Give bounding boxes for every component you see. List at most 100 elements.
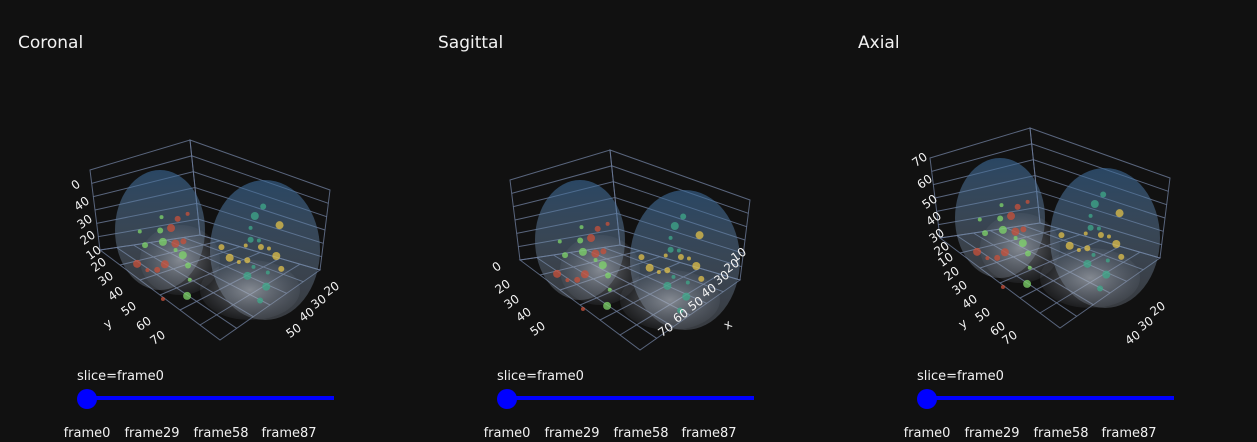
slider-step-label[interactable]: frame0 [904, 426, 951, 441]
activation-spot [1097, 231, 1104, 238]
activation-spot [236, 260, 241, 265]
slider-step-label[interactable]: frame29 [544, 426, 599, 441]
activation-spot [1027, 265, 1032, 270]
activation-spot [158, 237, 167, 246]
activation-spot [265, 270, 270, 275]
activation-spot [257, 243, 264, 250]
activation-spot [243, 243, 248, 248]
activation-spot [999, 203, 1004, 208]
activation-spot [137, 229, 142, 234]
slider-label: slice=frame0 [77, 369, 164, 384]
activation-spot [587, 234, 596, 243]
activation-spot [1106, 234, 1111, 239]
slider-step-label[interactable]: frame87 [261, 426, 316, 441]
activation-spot [692, 262, 701, 271]
activation-spot [1083, 259, 1092, 268]
activation-spot [173, 248, 178, 252]
activation-spot [997, 215, 1004, 222]
activation-spot [670, 222, 679, 231]
activation-spot [142, 242, 149, 249]
activation-spot [225, 253, 234, 262]
activation-spot [591, 249, 600, 258]
activation-spot [695, 231, 704, 240]
activation-spot [1102, 270, 1111, 279]
activation-spot [574, 276, 581, 283]
activation-spot [977, 217, 982, 222]
activation-spot [1025, 250, 1032, 257]
slider-step-label[interactable]: frame58 [613, 426, 668, 441]
activation-spot [257, 297, 264, 304]
activation-spot [973, 247, 982, 256]
activation-spot [1020, 226, 1027, 233]
activation-spot [1065, 241, 1074, 250]
slider-label: slice=frame0 [497, 369, 584, 384]
activation-spot [187, 277, 192, 282]
activation-spot [1087, 224, 1094, 231]
activation-spot [580, 270, 589, 279]
activation-spot [676, 248, 681, 253]
slider-thumb[interactable] [497, 389, 517, 409]
activation-spot [218, 244, 225, 251]
activation-spot [1105, 258, 1110, 263]
activation-spot [982, 230, 989, 237]
slider-step-label[interactable]: frame87 [1101, 426, 1156, 441]
activation-spot [1007, 212, 1016, 221]
activation-spot [1100, 191, 1107, 198]
activation-spot [256, 238, 261, 243]
activation-spot [248, 225, 253, 230]
activation-spot [998, 225, 1007, 234]
activation-spot [667, 246, 674, 253]
activation-spot [145, 268, 150, 273]
activation-spot [663, 281, 672, 290]
activation-spot [180, 238, 187, 245]
activation-spot [133, 259, 142, 268]
slider-step-label[interactable]: frame0 [64, 426, 111, 441]
volume [1040, 248, 1140, 308]
activation-spot [685, 280, 690, 285]
activation-spot [682, 292, 691, 301]
activation-spot [578, 247, 587, 256]
activation-spot [668, 235, 673, 240]
activation-spot [1023, 279, 1032, 288]
activation-spot [1084, 245, 1091, 252]
activation-spot [1118, 253, 1125, 260]
slider-step-label[interactable]: frame87 [681, 426, 736, 441]
activation-spot [1018, 239, 1027, 248]
slider-step-label[interactable]: frame29 [124, 426, 179, 441]
panel-title: Sagittal [438, 33, 503, 53]
activation-spot [1000, 248, 1009, 257]
activation-spot [994, 254, 1001, 261]
activation-spot [154, 266, 161, 273]
activation-spot [600, 248, 607, 255]
activation-spot [159, 215, 164, 220]
activation-spot [1097, 285, 1104, 292]
activation-spot [185, 262, 192, 269]
activation-spot [580, 306, 585, 311]
activation-spot [663, 253, 668, 258]
activation-spot [607, 287, 612, 292]
slider-step-label[interactable]: frame0 [484, 426, 531, 441]
activation-spot [157, 227, 164, 234]
activation-spot [1091, 252, 1096, 257]
activation-spot [605, 221, 610, 226]
activation-spot [247, 236, 254, 243]
slider-thumb[interactable] [77, 389, 97, 409]
activation-spot [272, 252, 281, 261]
slider-step-label[interactable]: frame58 [1033, 426, 1088, 441]
activation-spot [671, 274, 676, 279]
activation-spot [1112, 240, 1121, 249]
volume [620, 270, 720, 330]
slider-step-label[interactable]: frame58 [193, 426, 248, 441]
slider-step-label[interactable]: frame29 [964, 426, 1019, 441]
activation-spot [243, 271, 252, 280]
activation-spot [577, 237, 584, 244]
activation-spot [260, 203, 267, 210]
activation-spot [1115, 209, 1124, 218]
activation-spot [677, 253, 684, 260]
activation-spot [593, 258, 598, 262]
activation-spot [1090, 200, 1099, 209]
activation-spot [275, 221, 284, 230]
activation-spot [603, 301, 612, 310]
slider-thumb[interactable] [917, 389, 937, 409]
